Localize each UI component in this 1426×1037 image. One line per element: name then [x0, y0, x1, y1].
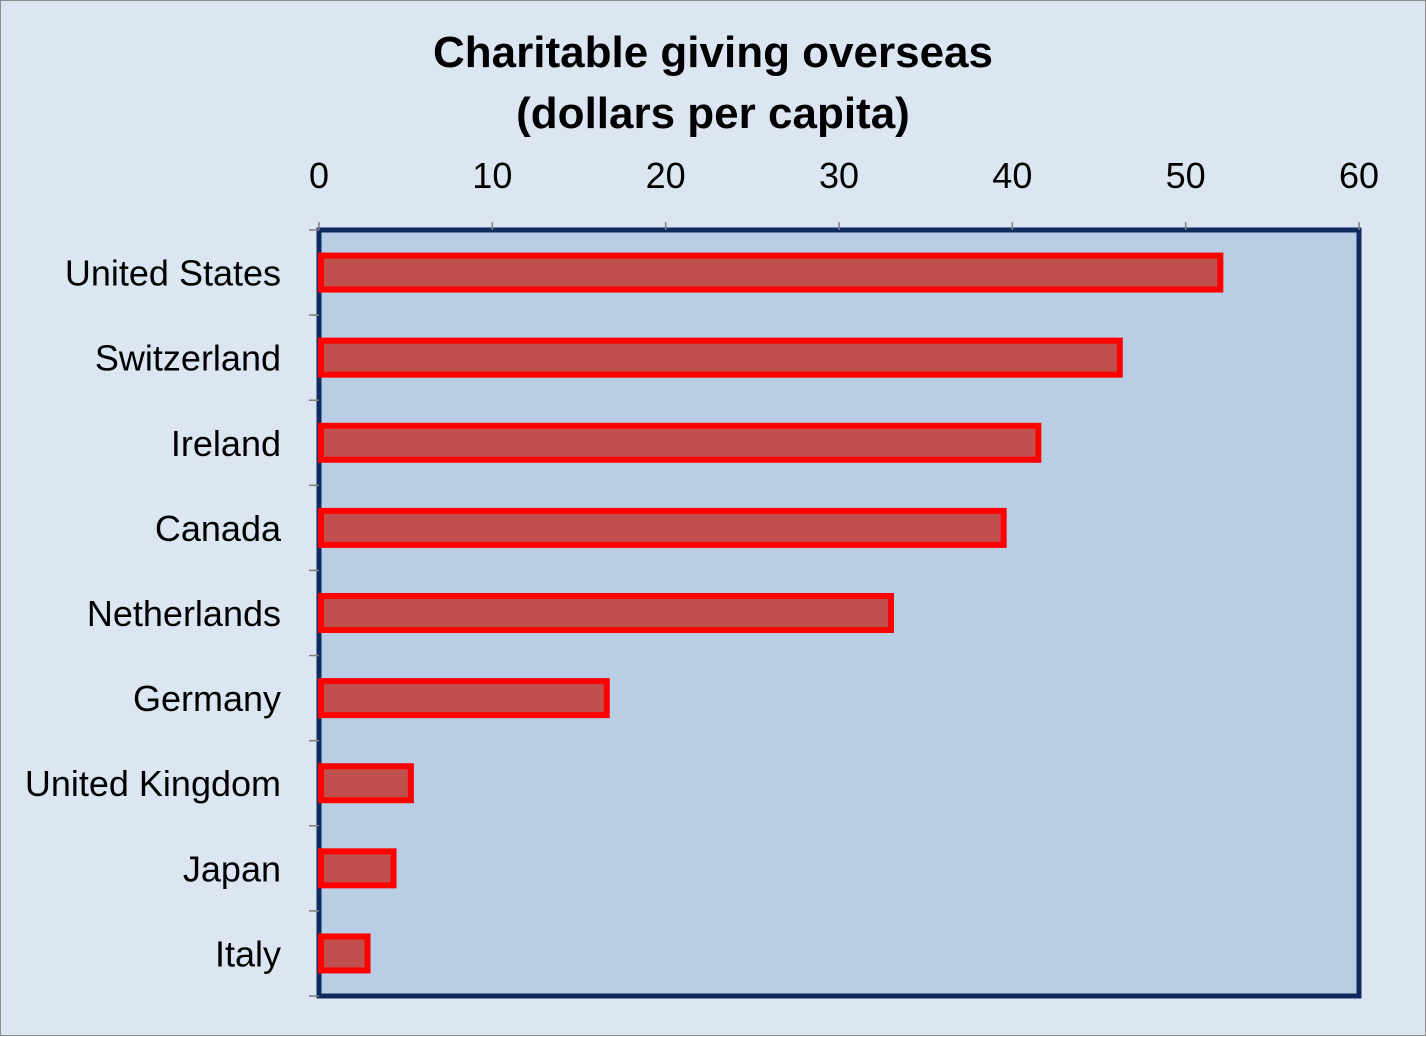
bar	[318, 252, 1224, 293]
category-label: Italy	[215, 933, 281, 974]
bar	[318, 593, 894, 633]
category-label: Germany	[133, 678, 281, 719]
y-axis: United States Switzerland Ireland Canada Net…	[25, 229, 319, 997]
category-label: Ireland	[171, 423, 281, 464]
bar	[318, 422, 1042, 463]
x-tick-label: 10	[472, 155, 512, 196]
category-label: United States	[65, 253, 281, 294]
x-tick-label: 60	[1339, 155, 1379, 196]
x-tick-label: 0	[309, 155, 329, 196]
x-tick-label: 40	[992, 155, 1032, 196]
chart-title-line-2: (dollars per capita)	[516, 89, 910, 138]
category-label: Netherlands	[87, 593, 281, 634]
bar	[318, 678, 610, 719]
category-label: Japan	[183, 848, 281, 889]
bar	[318, 933, 371, 974]
category-label: United Kingdom	[25, 763, 281, 804]
category-label: Switzerland	[95, 338, 281, 379]
x-axis: 0 10 20 30 40 50 60	[309, 155, 1379, 230]
category-label: Canada	[155, 508, 282, 549]
bar	[318, 507, 1007, 548]
x-tick-label: 30	[819, 155, 859, 196]
bar	[318, 848, 397, 889]
bars	[318, 252, 1224, 974]
chart-title-line-1: Charitable giving overseas	[433, 28, 993, 77]
x-tick-label: 50	[1166, 155, 1206, 196]
x-tick-label: 20	[646, 155, 686, 196]
bar	[318, 337, 1123, 378]
bar	[318, 763, 414, 804]
